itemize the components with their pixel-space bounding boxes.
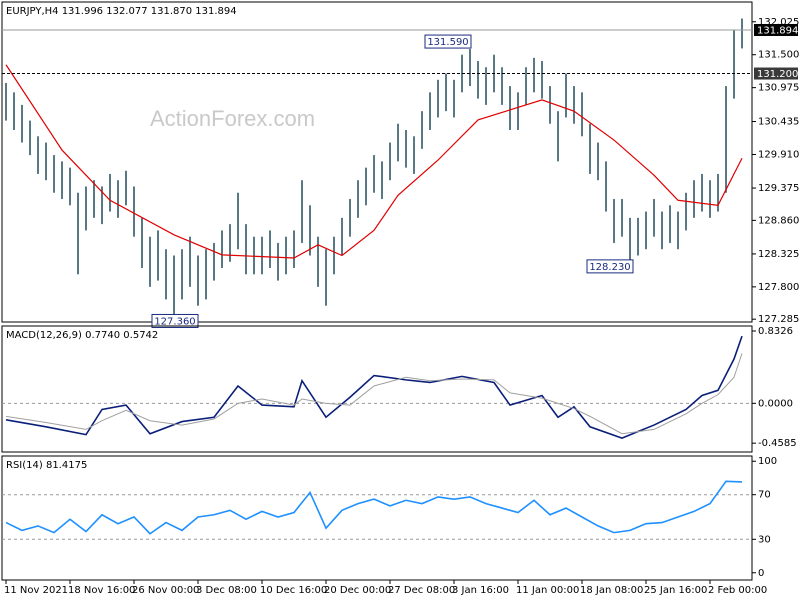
y-tick-label: 128.860: [758, 215, 799, 226]
panel-title: MACD(12,26,9) 0.7740 0.5742: [6, 330, 158, 341]
y-tick-label: 0.0000: [758, 398, 793, 409]
annotation-box: [151, 313, 199, 328]
indicator-line: [5, 335, 743, 439]
y-tick-label: 127.285: [758, 314, 799, 325]
y-tick-label: 129.910: [758, 149, 799, 160]
x-tick-label: 20 Dec 00:00: [324, 585, 391, 596]
y-tick-label: 100: [758, 456, 777, 467]
x-tick-label: 11 Nov 2021: [4, 585, 68, 596]
y-tick-label: 130.435: [758, 117, 799, 128]
annotation-box: [424, 34, 472, 49]
moving-average: [5, 64, 743, 259]
annotation-label: 128.230: [589, 262, 630, 273]
y-tick-label: 0.8326: [758, 326, 793, 337]
panel-frame: [1, 455, 753, 581]
x-tick-label: 11 Jan 00:00: [516, 585, 579, 596]
x-tick-label: 3 Jan 16:00: [452, 585, 509, 596]
panel-frame: [1, 1, 753, 323]
indicator-line: [5, 353, 743, 435]
y-tick-label: 129.375: [758, 183, 799, 194]
x-tick-label: 18 Jan 08:00: [580, 585, 643, 596]
y-tick-label: 70: [758, 490, 771, 501]
y-tick-label: 128.325: [758, 249, 799, 260]
y-tick-label: 127.800: [758, 282, 799, 293]
y-tick-label: 0: [758, 568, 764, 579]
indicator-line: [5, 480, 743, 535]
x-tick-label: 25 Jan 16:00: [644, 585, 707, 596]
y-tick-label: 132.025: [758, 17, 799, 28]
x-tick-label: 26 Nov 00:00: [132, 585, 199, 596]
price-label-box: [754, 67, 798, 80]
panel-title: EURJPY,H4 131.996 132.077 131.870 131.89…: [6, 6, 237, 17]
panel-title: RSI(14) 81.4175: [6, 460, 87, 471]
x-tick-label: 10 Dec 16:00: [260, 585, 327, 596]
y-tick-label: -0.4585: [758, 438, 797, 449]
x-tick-label: 2 Feb 00:00: [708, 585, 767, 596]
annotation-label: 131.590: [427, 37, 468, 48]
watermark: ActionForex.com: [150, 106, 315, 131]
x-tick-label: 3 Dec 08:00: [196, 585, 257, 596]
y-tick-label: 30: [758, 534, 771, 545]
price-label: 131.200: [757, 69, 798, 80]
x-tick-label: 27 Dec 08:00: [388, 585, 455, 596]
panel-frame: [1, 325, 753, 453]
price-label-box: [754, 23, 798, 36]
price-label: 131.894: [757, 25, 798, 36]
y-tick-label: 131.500: [758, 50, 799, 61]
annotation-label: 127.360: [154, 316, 195, 327]
annotation-box: [586, 259, 634, 274]
y-tick-label: 130.975: [758, 83, 799, 94]
x-tick-label: 18 Nov 16:00: [68, 585, 135, 596]
